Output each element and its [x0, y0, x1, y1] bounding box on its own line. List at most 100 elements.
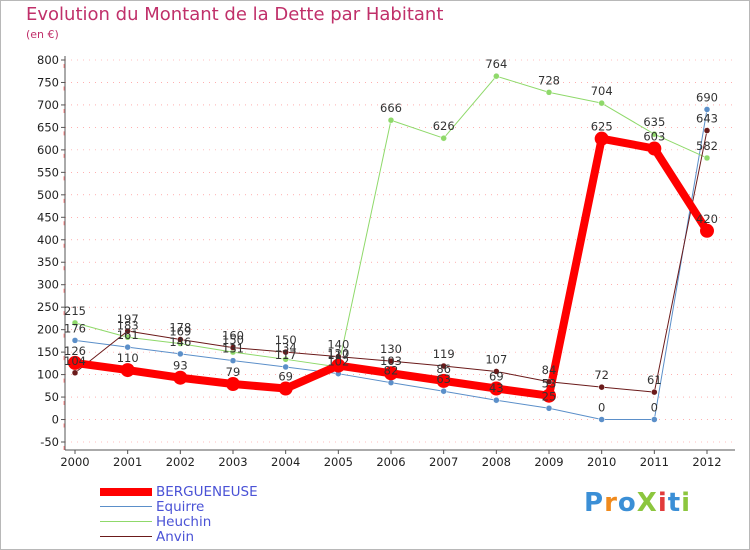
data-label-heuchin: 764	[485, 57, 507, 71]
data-point-heuchin	[282, 356, 289, 363]
data-label-anvin: 130	[380, 342, 402, 356]
data-label-anvin: 178	[169, 321, 191, 335]
y-tick-label: 700	[37, 98, 59, 112]
data-label-equirre: 82	[384, 364, 399, 378]
data-point-equirre	[545, 405, 553, 412]
proxiti-logo: ProXiti	[584, 488, 691, 518]
data-point-equirre	[177, 350, 184, 358]
data-label-equirre: 0	[651, 401, 658, 415]
legend-swatch-heuchin	[100, 521, 152, 522]
data-label-equirre: 690	[696, 90, 718, 104]
data-label-bergueneuse: 120	[327, 347, 349, 361]
y-tick-label: 350	[37, 255, 59, 269]
data-point-heuchin	[124, 334, 131, 341]
data-point-anvin	[387, 357, 395, 365]
data-point-heuchin	[440, 134, 447, 142]
x-tick-label: 2011	[640, 455, 669, 469]
data-point-heuchin	[651, 130, 658, 138]
y-tick-label: 50	[44, 390, 59, 404]
data-point-bergueneuse	[226, 377, 240, 392]
data-label-bergueneuse: 69	[489, 370, 504, 384]
data-label-anvin: 160	[222, 329, 244, 343]
data-point-equirre	[703, 106, 711, 113]
x-tick-label: 2010	[587, 455, 616, 469]
data-label-equirre: 43	[489, 381, 504, 395]
data-point-equirre	[229, 357, 237, 364]
data-point-equirre	[387, 379, 395, 386]
data-label-bergueneuse: 93	[173, 359, 188, 373]
data-label-bergueneuse: 110	[117, 351, 139, 365]
logo-letter: i	[681, 488, 692, 518]
data-point-heuchin	[545, 89, 553, 96]
legend-swatch-anvin	[100, 536, 152, 537]
data-point-anvin	[177, 336, 184, 343]
data-point-bergueneuse	[436, 373, 451, 388]
data-label-anvin: 643	[696, 112, 718, 126]
x-tick-label: 2002	[166, 455, 195, 469]
x-tick-label: 2007	[429, 455, 458, 469]
y-tick-label: 300	[37, 278, 59, 292]
data-label-bergueneuse: 86	[436, 362, 451, 376]
data-label-heuchin: 150	[222, 333, 244, 347]
x-tick-label: 2012	[692, 455, 721, 469]
data-label-heuchin: 635	[643, 115, 665, 129]
x-tick-label: 2008	[482, 455, 511, 469]
data-label-bergueneuse: 69	[278, 370, 293, 384]
data-label-heuchin: 582	[696, 139, 718, 153]
data-label-heuchin: 117	[327, 348, 349, 362]
data-label-bergueneuse: 103	[380, 354, 402, 368]
data-point-anvin	[440, 362, 447, 370]
data-point-anvin	[651, 388, 658, 396]
data-point-equirre	[651, 416, 658, 423]
data-label-anvin: 197	[117, 312, 139, 326]
data-label-bergueneuse: 79	[226, 365, 241, 379]
y-tick-label: 600	[37, 143, 59, 157]
x-tick-label: 2001	[113, 455, 142, 469]
data-point-anvin	[493, 368, 500, 375]
logo-letter: X	[636, 488, 658, 518]
data-label-equirre: 146	[169, 335, 191, 349]
data-label-anvin: 104	[64, 354, 86, 368]
data-label-equirre: 131	[222, 342, 244, 356]
chart-title: Evolution du Montant de la Dette par Hab…	[26, 4, 444, 25]
legend-swatch-equirre	[100, 506, 152, 507]
data-point-bergueneuse	[542, 388, 556, 403]
data-point-anvin	[71, 369, 79, 377]
data-label-heuchin: 626	[433, 119, 455, 133]
data-point-anvin	[229, 344, 237, 351]
data-point-equirre	[440, 387, 447, 395]
y-tick-label: 550	[37, 165, 59, 179]
logo-letter: i	[657, 488, 668, 518]
y-tick-label: 200	[37, 323, 59, 337]
data-label-heuchin: 215	[64, 304, 86, 318]
data-label-anvin: 140	[327, 338, 349, 352]
y-tick-label: 400	[37, 233, 59, 247]
data-point-heuchin	[703, 154, 711, 162]
y-tick-label: 250	[37, 300, 59, 314]
x-tick-label: 2003	[218, 455, 247, 469]
data-point-bergueneuse	[384, 366, 398, 381]
data-label-heuchin: 134	[275, 340, 297, 354]
legend-label-equirre: Equirre	[156, 499, 205, 515]
logo-letter: P	[584, 488, 605, 518]
x-tick-label: 2000	[60, 455, 89, 469]
data-label-heuchin: 169	[169, 325, 191, 339]
logo-letter: o	[617, 488, 637, 518]
data-label-anvin: 150	[275, 333, 297, 347]
data-point-bergueneuse	[331, 358, 346, 373]
data-point-anvin	[282, 348, 289, 356]
data-label-anvin: 84	[542, 363, 557, 377]
data-point-anvin	[124, 327, 131, 335]
data-point-anvin	[545, 378, 553, 386]
data-point-equirre	[493, 396, 500, 404]
data-label-bergueneuse: 603	[643, 130, 665, 144]
data-label-heuchin: 728	[538, 73, 560, 87]
data-label-bergueneuse: 53	[542, 377, 557, 391]
y-tick-label: 650	[37, 120, 59, 134]
data-label-equirre: 176	[64, 321, 86, 335]
y-tick-label: 800	[37, 53, 59, 67]
data-label-heuchin: 704	[591, 84, 613, 98]
x-tick-label: 2004	[271, 455, 300, 469]
